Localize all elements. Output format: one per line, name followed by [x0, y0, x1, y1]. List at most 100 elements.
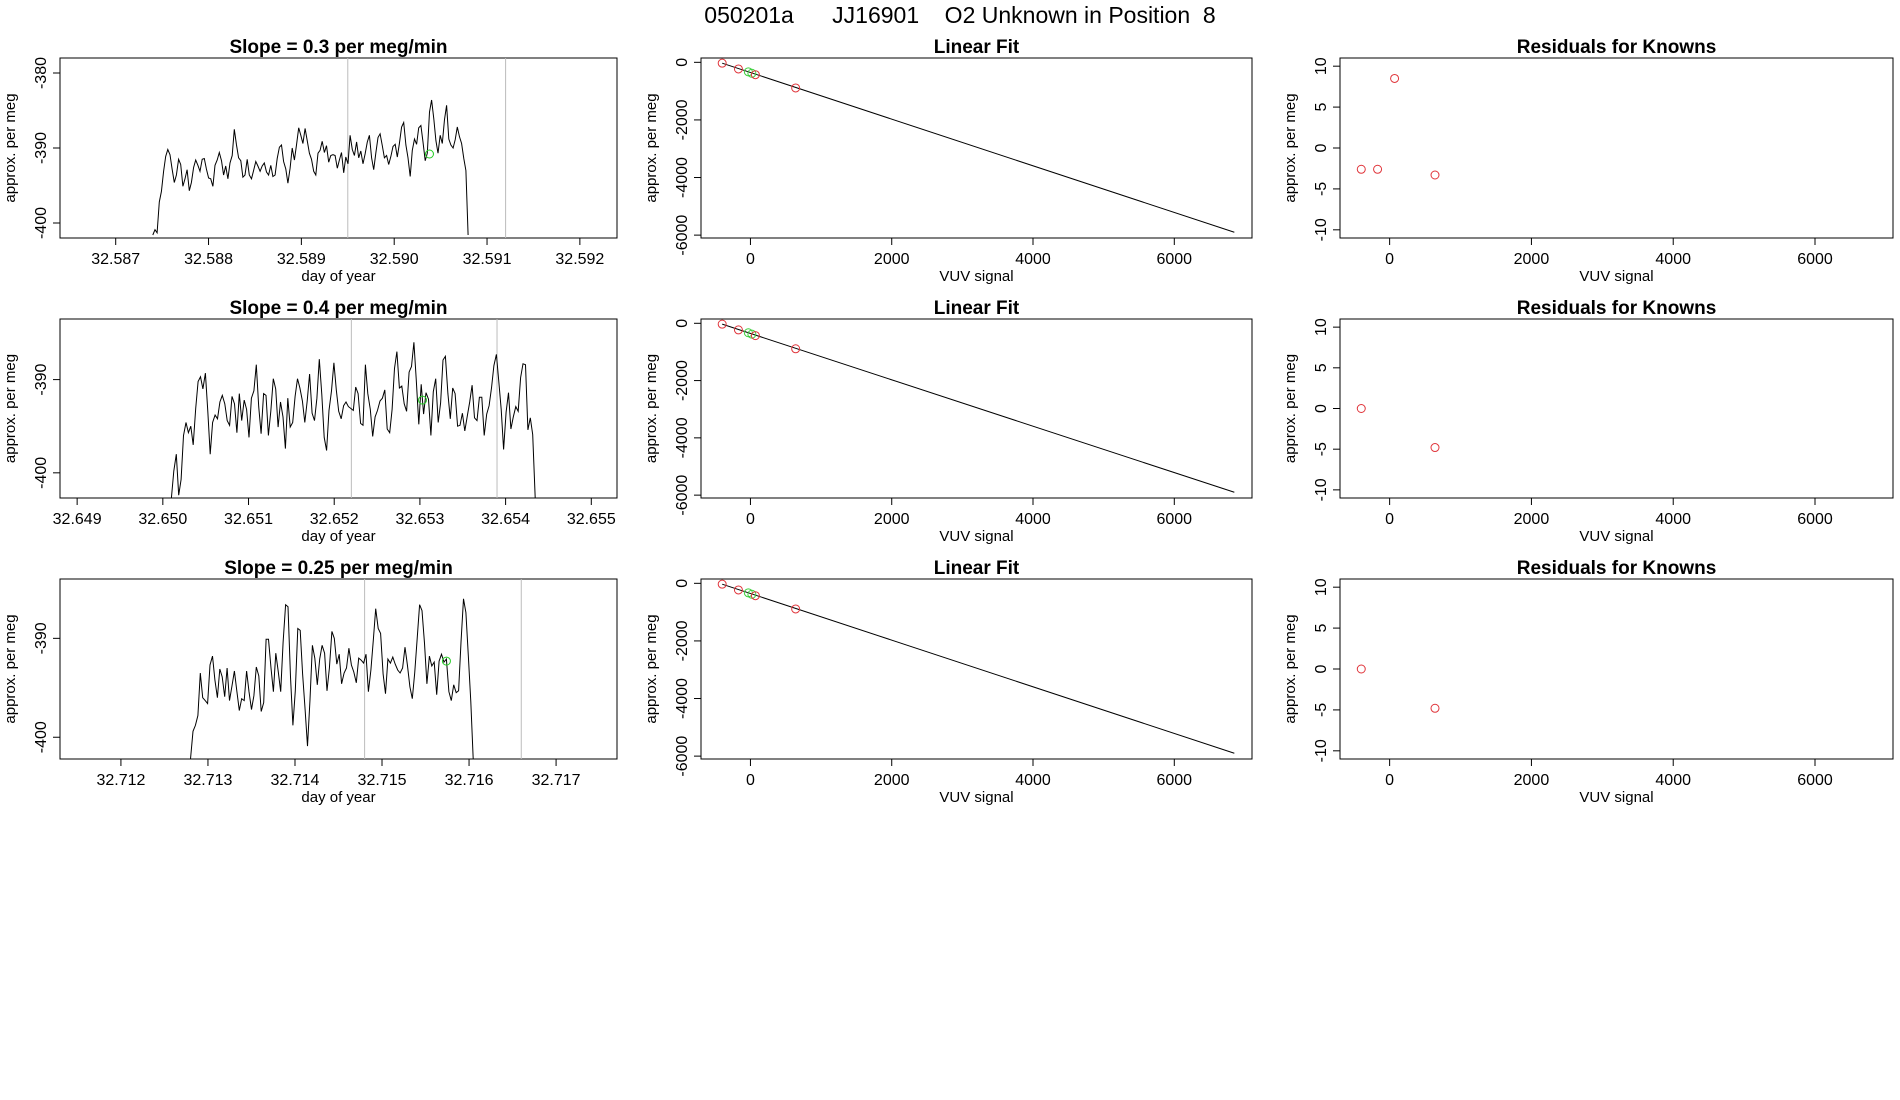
- data-point: [717, 579, 727, 589]
- y-tick-label: -5: [1313, 703, 1330, 717]
- y-tick-label: -390: [33, 363, 50, 395]
- x-tick-label: 32.650: [138, 511, 187, 528]
- x-tick-label: 4000: [1655, 511, 1691, 528]
- chart-panel-1: Slope = 0.3 per meg/min 32.587 32.588 32.58…: [2, 37, 618, 285]
- y-tick-label: -5: [1313, 182, 1330, 196]
- unknown-marker: [441, 656, 451, 666]
- chart-title: Linear Fit: [934, 558, 1020, 579]
- y-tick-label: -380: [33, 57, 50, 89]
- x-axis-label: VUV signal: [939, 789, 1013, 806]
- y-axis-label: approx. per meg: [1282, 614, 1299, 723]
- plot-area: [717, 319, 1235, 493]
- x-tick-label: 6000: [1156, 251, 1192, 268]
- chart-panel-6: Residuals for Knowns 0 2000 4000 6000 10 5 0 -5 -…: [1282, 298, 1894, 545]
- y-tick-label: -10: [1313, 739, 1330, 762]
- x-tick-label: 32.716: [445, 772, 494, 789]
- x-tick-label: 32.715: [358, 772, 407, 789]
- series-line: [152, 99, 469, 236]
- chart-title: Residuals for Knowns: [1517, 558, 1717, 579]
- data-point: [1390, 73, 1400, 83]
- plot-frame: [700, 318, 1253, 499]
- y-tick-label: -400: [33, 457, 50, 489]
- x-tick-label: 0: [746, 772, 755, 789]
- data-point: [733, 325, 743, 335]
- data-point: [733, 585, 743, 595]
- plot-frame: [1339, 318, 1894, 499]
- x-tick-label: 32.654: [481, 511, 530, 528]
- data-point: [750, 331, 760, 341]
- y-tick-label: 0: [1313, 664, 1330, 673]
- y-tick-label: -390: [33, 132, 50, 164]
- chart-panel-3: Residuals for Knowns 0 2000 4000 6000 10 5 0 -5 -…: [1282, 37, 1894, 285]
- y-tick-label: 0: [674, 319, 691, 328]
- x-tick-label: 32.588: [184, 251, 233, 268]
- data-point: [1356, 664, 1366, 674]
- plot-area: [152, 58, 507, 238]
- y-axis-label: approx. per meg: [2, 614, 19, 723]
- data-point: [733, 64, 743, 74]
- x-tick-label: 2000: [1514, 251, 1550, 268]
- x-tick-label: 32.649: [53, 511, 102, 528]
- chart-panel-9: Residuals for Knowns 0 2000 4000 6000 10 5 0 -5 -…: [1282, 558, 1894, 806]
- y-axis-label: approx. per meg: [643, 93, 660, 202]
- x-tick-label: 0: [746, 251, 755, 268]
- y-tick-label: -6000: [674, 736, 691, 777]
- y-axis-label: approx. per meg: [1282, 93, 1299, 202]
- page-title: 050201a JJ16901 O2 Unknown in Position 8: [704, 2, 1216, 28]
- plot-frame: [700, 578, 1253, 760]
- plot-frame: [700, 57, 1253, 239]
- plot-frame: [1339, 578, 1894, 760]
- y-tick-label: -5: [1313, 442, 1330, 456]
- y-tick-label: 0: [674, 579, 691, 588]
- x-axis-label: day of year: [301, 268, 375, 285]
- y-tick-label: -390: [33, 622, 50, 654]
- plot-frame: [1339, 57, 1894, 239]
- x-axis-label: day of year: [301, 528, 375, 545]
- x-tick-label: 32.591: [463, 251, 512, 268]
- data-point: [791, 344, 801, 354]
- data-point: [750, 70, 760, 80]
- y-axis-label: approx. per meg: [2, 354, 19, 463]
- x-tick-label: 2000: [1514, 772, 1550, 789]
- data-point: [717, 319, 727, 329]
- x-tick-label: 32.655: [567, 511, 616, 528]
- y-tick-label: -6000: [674, 475, 691, 516]
- x-axis-label: VUV signal: [1579, 528, 1653, 545]
- x-tick-label: 32.712: [96, 772, 145, 789]
- y-tick-label: -10: [1313, 478, 1330, 501]
- chart-panel-5: Linear Fit 0 2000 4000 6000 0 -2000 -4000 -6000 V…: [643, 298, 1253, 545]
- x-tick-label: 2000: [1514, 511, 1550, 528]
- plot-area: [1356, 664, 1440, 713]
- x-axis-label: day of year: [301, 789, 375, 806]
- y-tick-label: -2000: [674, 620, 691, 661]
- x-axis-label: VUV signal: [939, 268, 1013, 285]
- chart-panel-2: Linear Fit 0 2000 4000 6000 0 -2000 -4000 -6000 V…: [643, 37, 1253, 285]
- chart-panel-7: Slope = 0.25 per meg/min 32.712 32.713 32.7…: [2, 558, 618, 806]
- plot-area: [1356, 404, 1440, 453]
- data-point: [1356, 164, 1366, 174]
- plot-area: [190, 579, 522, 759]
- chart-title: Residuals for Knowns: [1517, 298, 1717, 319]
- y-tick-label: -400: [33, 721, 50, 753]
- plot-area: [717, 579, 1235, 754]
- y-tick-label: 0: [1313, 143, 1330, 152]
- plot-area: [170, 319, 536, 498]
- x-tick-label: 6000: [1797, 511, 1833, 528]
- y-tick-label: -4000: [674, 157, 691, 198]
- chart-title: Linear Fit: [934, 298, 1020, 319]
- data-point: [1430, 170, 1440, 180]
- unknown-marker: [424, 149, 434, 159]
- data-point: [717, 58, 727, 68]
- unknown-marker: [417, 395, 427, 405]
- series-line: [170, 342, 536, 498]
- x-tick-label: 6000: [1797, 251, 1833, 268]
- y-axis-label: approx. per meg: [643, 354, 660, 463]
- y-tick-label: 5: [1313, 103, 1330, 112]
- x-tick-label: 32.587: [91, 251, 140, 268]
- x-tick-label: 2000: [874, 251, 910, 268]
- y-tick-label: 0: [674, 58, 691, 67]
- chart-title: Linear Fit: [934, 37, 1020, 58]
- x-tick-label: 4000: [1655, 251, 1691, 268]
- fit-line: [722, 62, 1235, 233]
